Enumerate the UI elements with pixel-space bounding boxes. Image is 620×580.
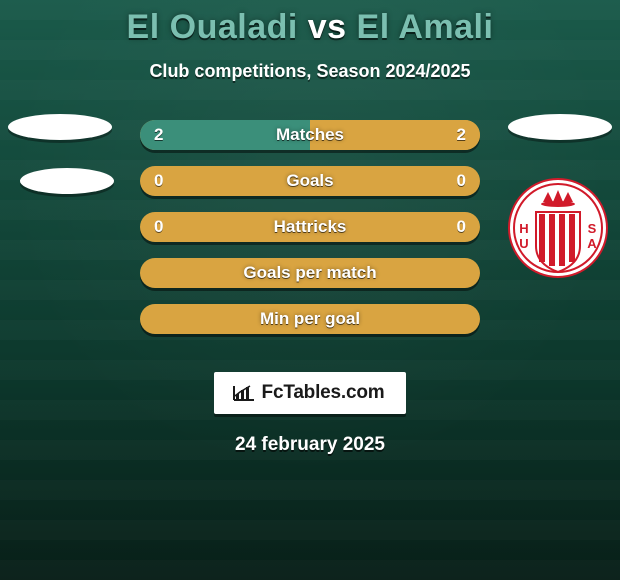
date-label: 24 february 2025 xyxy=(235,434,385,456)
brand-badge[interactable]: FcTables.com xyxy=(214,372,407,414)
svg-text:A: A xyxy=(587,236,597,251)
stat-label: Min per goal xyxy=(260,309,360,329)
club-logo-husa: H U S A xyxy=(508,168,608,288)
stat-bar: Goals per match xyxy=(140,258,480,288)
stat-label: Goals xyxy=(286,171,333,191)
bar-chart-icon xyxy=(232,384,254,402)
stat-bar: Min per goal xyxy=(140,304,480,334)
svg-text:S: S xyxy=(588,221,597,236)
stat-value-right: 0 xyxy=(457,171,466,191)
brand-text: FcTables.com xyxy=(262,382,385,404)
page-title: El Oualadi vs El Amali xyxy=(127,8,494,47)
stat-bar: 0 0 Hattricks xyxy=(140,212,480,242)
stat-value-right: 0 xyxy=(457,217,466,237)
svg-text:U: U xyxy=(519,236,528,251)
stat-value-left: 0 xyxy=(154,171,163,191)
stat-label: Goals per match xyxy=(243,263,376,283)
stat-value-left: 0 xyxy=(154,217,163,237)
avatar-placeholder-oval xyxy=(8,114,112,140)
svg-text:H: H xyxy=(519,221,528,236)
vs-label: vs xyxy=(308,8,347,46)
content-root: El Oualadi vs El Amali Club competitions… xyxy=(0,0,620,456)
avatar-placeholder-oval xyxy=(20,168,114,194)
stat-value-right: 2 xyxy=(457,125,466,145)
avatar-placeholder-oval xyxy=(508,114,612,140)
stat-bars: 2 2 Matches 0 0 Goals 0 0 Hattricks Goals per mat… xyxy=(140,120,480,334)
player2-name: El Amali xyxy=(357,8,494,46)
husa-logo-svg: H U S A xyxy=(508,168,608,288)
stat-bar: 0 0 Goals xyxy=(140,166,480,196)
left-player-avatar xyxy=(8,114,114,222)
stats-area: H U S A 2 2 Matches 0 0 Goals 0 0 Hattricks Goals… xyxy=(0,120,620,350)
stat-label: Matches xyxy=(276,125,344,145)
right-player-club: H U S A xyxy=(508,114,612,288)
subtitle: Club competitions, Season 2024/2025 xyxy=(149,61,470,82)
stat-label: Hattricks xyxy=(274,217,347,237)
stat-value-left: 2 xyxy=(154,125,163,145)
stat-bar: 2 2 Matches xyxy=(140,120,480,150)
player1-name: El Oualadi xyxy=(127,8,298,46)
